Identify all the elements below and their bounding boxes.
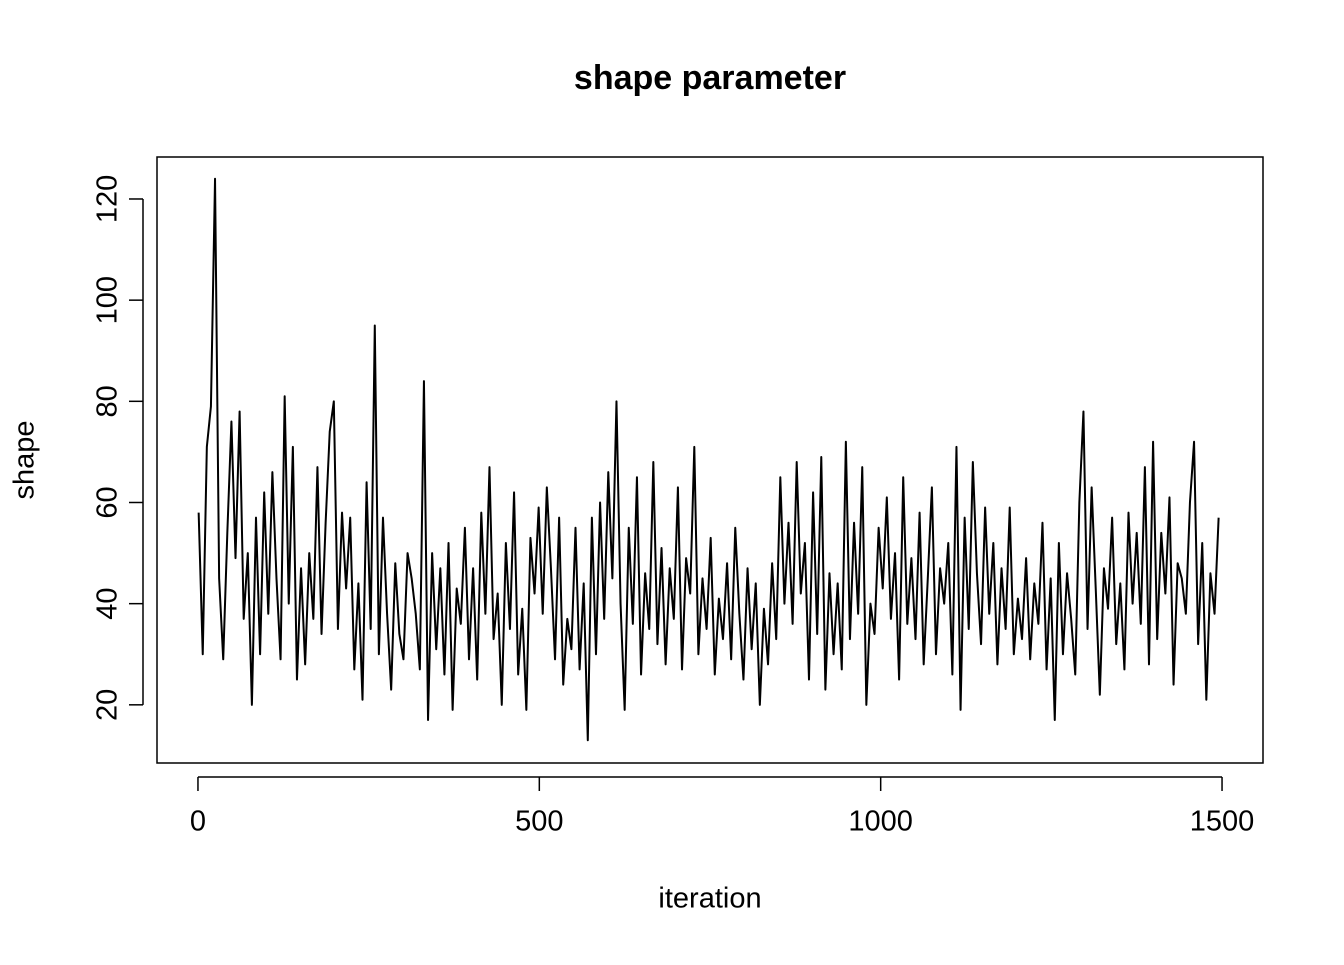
y-axis-label: shape	[9, 420, 41, 499]
y-tick-label: 20	[92, 689, 124, 721]
y-tick-label: 100	[92, 276, 124, 324]
plot-frame	[156, 156, 1264, 764]
trace-line	[197, 177, 1220, 742]
y-tick-label: 60	[92, 486, 124, 518]
x-tick-label: 1000	[848, 806, 913, 838]
chart-title: shape parameter	[574, 59, 846, 97]
x-tick-label: 500	[515, 806, 563, 838]
y-tick-label: 120	[92, 175, 124, 223]
y-tick-label: 80	[92, 385, 124, 417]
y-tick-label: 40	[92, 588, 124, 620]
x-tick-label: 0	[190, 806, 206, 838]
x-axis-label: iteration	[658, 883, 761, 915]
x-tick-label: 1500	[1190, 806, 1255, 838]
